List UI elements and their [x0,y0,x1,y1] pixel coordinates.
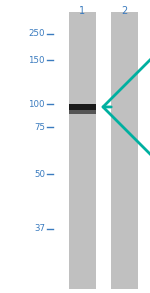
Text: 1: 1 [80,6,85,16]
Text: 100: 100 [28,100,45,108]
Text: 150: 150 [28,56,45,64]
Text: 37: 37 [34,224,45,233]
Bar [111,12,138,289]
Bar [69,110,96,114]
Bar [69,12,96,289]
Text: 50: 50 [34,170,45,179]
Text: 75: 75 [34,123,45,132]
Bar [69,105,96,110]
Text: 2: 2 [121,6,128,16]
Text: 250: 250 [28,29,45,38]
